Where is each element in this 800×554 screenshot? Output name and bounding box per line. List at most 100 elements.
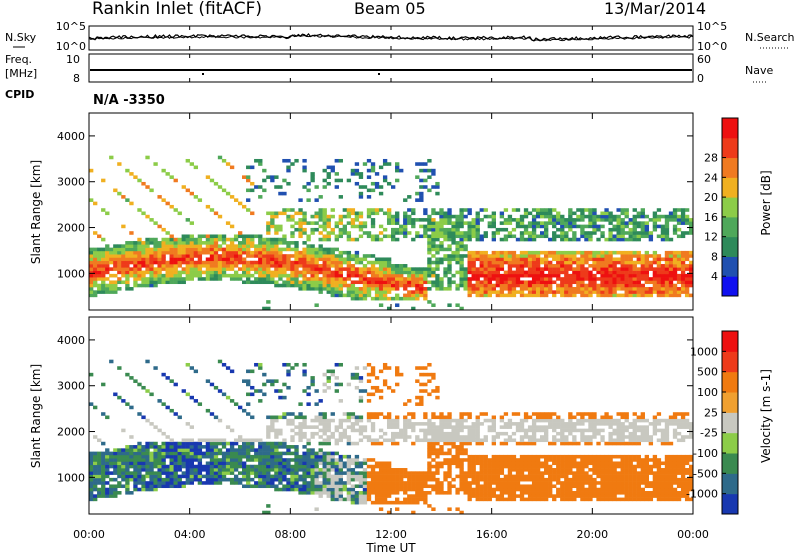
velocity-cell <box>117 481 122 485</box>
power-cell <box>435 224 440 229</box>
velocity-cell <box>201 454 207 459</box>
power-cell <box>386 214 392 219</box>
velocity-cell <box>225 471 231 475</box>
power-cell <box>242 247 247 252</box>
power-cell <box>362 231 368 235</box>
velocity-cell <box>322 468 327 472</box>
power-cell <box>125 287 130 291</box>
power-cell <box>181 260 186 265</box>
power-cell <box>330 250 335 255</box>
velocity-cell <box>113 487 118 492</box>
velocity-cell <box>205 438 211 443</box>
power-cell <box>302 218 307 222</box>
velocity-cell <box>386 481 392 485</box>
power-cell <box>233 198 239 202</box>
velocity-cell <box>145 454 150 459</box>
power-cell <box>386 208 392 212</box>
velocity-cell <box>568 494 573 498</box>
velocity-cell <box>318 468 323 472</box>
velocity-cell <box>177 468 182 472</box>
velocity-cell <box>221 441 227 446</box>
power-cell <box>403 227 408 232</box>
power-cell <box>274 270 279 275</box>
power-cell <box>463 277 468 281</box>
power-cell <box>572 211 577 216</box>
velocity-cell <box>580 418 585 423</box>
power-cell <box>262 270 267 275</box>
velocity-cell <box>310 425 315 429</box>
velocity-cell <box>354 454 360 459</box>
velocity-cell <box>527 494 533 498</box>
power-cell <box>427 224 432 229</box>
velocity-cell <box>499 487 505 492</box>
power-cell <box>262 237 267 242</box>
velocity-cell <box>415 379 420 383</box>
power-cell <box>572 231 577 235</box>
power-cell <box>133 244 138 248</box>
velocity-cell <box>572 474 577 479</box>
power-cell <box>374 283 380 288</box>
velocity-cell <box>407 435 412 439</box>
velocity-cell <box>153 458 158 462</box>
velocity-cell <box>342 497 348 502</box>
velocity-cell <box>165 477 170 482</box>
power-cell <box>161 264 166 268</box>
velocity-cell <box>439 487 444 492</box>
power-cell <box>366 195 372 199</box>
power-cell <box>258 273 263 278</box>
velocity-cell <box>93 494 98 498</box>
power-cell <box>286 280 291 285</box>
velocity-cell <box>177 445 182 449</box>
power-cell <box>664 214 670 219</box>
velocity-cell <box>475 471 480 475</box>
power-cell <box>350 287 356 291</box>
power-cell <box>503 227 509 232</box>
power-cell <box>97 234 102 239</box>
power-cell <box>564 254 569 258</box>
power-cell <box>572 277 577 281</box>
power-cell <box>608 293 613 298</box>
velocity-cell <box>515 461 521 466</box>
power-cell <box>616 221 621 225</box>
velocity-cell <box>395 468 400 472</box>
power-cell <box>419 224 424 229</box>
power-cell <box>137 267 142 271</box>
power-cell <box>391 185 396 189</box>
velocity-cell <box>189 471 194 475</box>
velocity-cell <box>233 458 239 462</box>
velocity-cell <box>286 451 291 456</box>
power-cell <box>608 221 613 225</box>
velocity-cell <box>419 474 424 479</box>
velocity-cell <box>431 412 436 416</box>
power-cell <box>157 273 162 278</box>
velocity-cell <box>455 418 460 423</box>
velocity-cell <box>346 425 352 429</box>
power-cell <box>374 237 380 242</box>
velocity-cell <box>306 438 311 443</box>
power-cell <box>531 273 537 278</box>
power-cell <box>499 211 505 216</box>
velocity-cell <box>310 379 315 383</box>
power-cell <box>326 165 331 170</box>
power-cell <box>688 250 694 255</box>
velocity-cell <box>310 464 315 469</box>
power-cell <box>423 211 428 216</box>
power-cell <box>129 250 134 255</box>
velocity-cell <box>314 464 319 469</box>
velocity-cell <box>350 441 356 446</box>
velocity-cell <box>278 477 283 482</box>
power-cell <box>600 273 605 278</box>
power-cell <box>548 218 553 222</box>
power-cell <box>459 306 464 311</box>
velocity-cell <box>205 481 211 485</box>
velocity-cell <box>560 461 565 466</box>
velocity-cell <box>531 422 537 426</box>
velocity-cell <box>97 454 102 459</box>
velocity-cell <box>576 484 581 489</box>
velocity-cell <box>109 451 114 456</box>
velocity-cell <box>447 448 452 452</box>
power-cell <box>419 280 424 285</box>
power-cell <box>262 264 267 268</box>
velocity-cell <box>419 402 424 406</box>
